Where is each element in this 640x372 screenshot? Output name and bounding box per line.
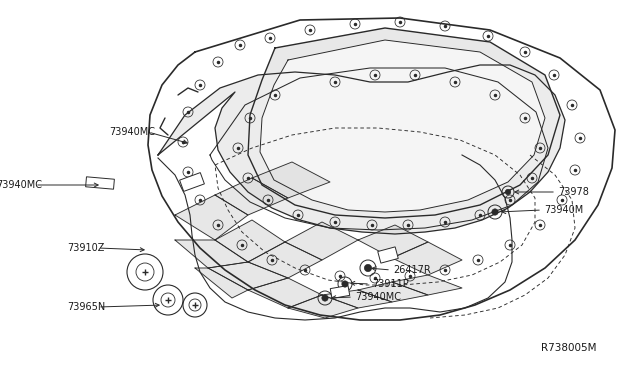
Polygon shape bbox=[148, 18, 615, 320]
Polygon shape bbox=[208, 262, 288, 290]
Circle shape bbox=[342, 281, 348, 287]
Text: 73940M: 73940M bbox=[544, 205, 583, 215]
Polygon shape bbox=[215, 178, 288, 215]
Text: 26417R: 26417R bbox=[393, 265, 431, 275]
Text: R738005M: R738005M bbox=[541, 343, 596, 353]
Polygon shape bbox=[248, 28, 560, 218]
Circle shape bbox=[322, 295, 328, 301]
Polygon shape bbox=[322, 290, 392, 308]
Polygon shape bbox=[175, 195, 248, 240]
Circle shape bbox=[364, 264, 372, 272]
Text: 73940MC: 73940MC bbox=[109, 127, 155, 137]
Polygon shape bbox=[392, 242, 462, 275]
Text: 73978: 73978 bbox=[558, 187, 589, 197]
Text: 73940MC: 73940MC bbox=[355, 292, 401, 302]
Circle shape bbox=[492, 209, 498, 215]
Polygon shape bbox=[358, 225, 428, 258]
Polygon shape bbox=[358, 282, 428, 302]
Polygon shape bbox=[215, 220, 285, 262]
Circle shape bbox=[506, 189, 511, 195]
Polygon shape bbox=[260, 40, 545, 212]
Bar bbox=[86, 177, 115, 189]
Polygon shape bbox=[392, 275, 462, 295]
Polygon shape bbox=[248, 278, 322, 308]
Polygon shape bbox=[248, 242, 322, 278]
Bar bbox=[180, 173, 204, 192]
Bar bbox=[330, 286, 349, 298]
Polygon shape bbox=[195, 268, 248, 298]
Text: 73910Z: 73910Z bbox=[68, 243, 105, 253]
Polygon shape bbox=[158, 65, 565, 234]
Bar bbox=[378, 247, 398, 263]
Polygon shape bbox=[252, 162, 330, 198]
Polygon shape bbox=[288, 295, 358, 318]
Polygon shape bbox=[285, 222, 358, 260]
Text: 73940MC: 73940MC bbox=[0, 180, 42, 190]
Polygon shape bbox=[175, 240, 248, 268]
Text: 73911P: 73911P bbox=[372, 279, 409, 289]
Text: 73965N: 73965N bbox=[67, 302, 105, 312]
